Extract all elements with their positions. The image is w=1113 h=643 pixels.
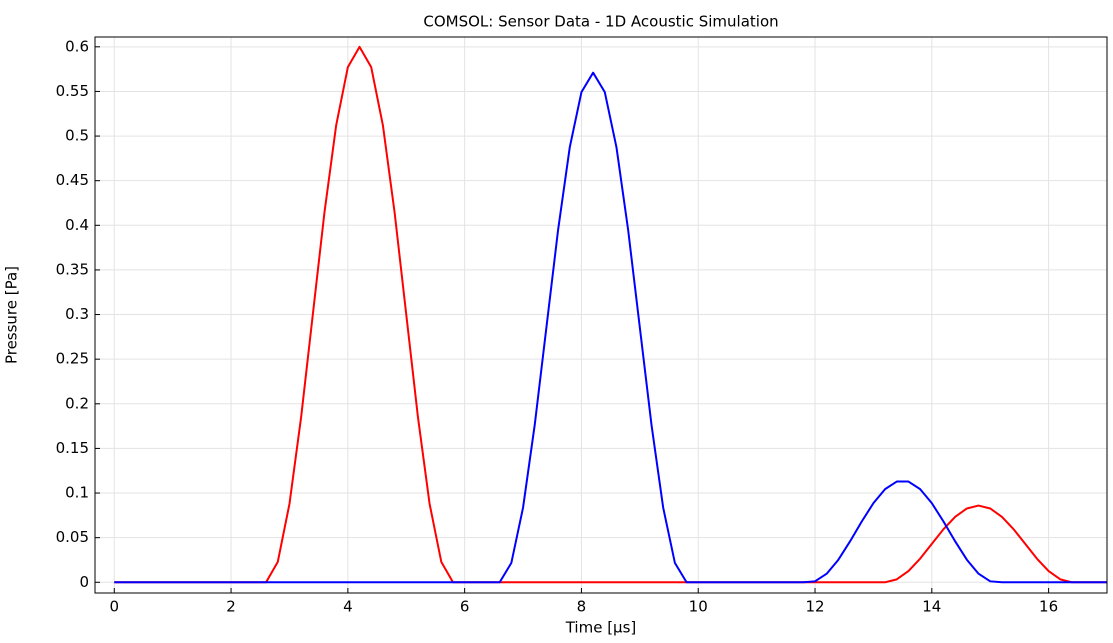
x-axis-label: Time [µs]	[565, 619, 637, 637]
lines	[114, 45, 1107, 584]
x-tick-label: 8	[577, 598, 587, 616]
y-tick-label: 0.45	[56, 171, 89, 189]
x-tick-label: 16	[1039, 598, 1058, 616]
y-tick-label: 0.5	[65, 127, 89, 145]
y-tick-label: 0	[79, 573, 89, 591]
series-line	[114, 71, 1107, 584]
y-axis-label: Pressure [Pa]	[3, 266, 21, 364]
series-line	[114, 45, 1107, 584]
x-tick-label: 2	[226, 598, 236, 616]
chart-title: COMSOL: Sensor Data - 1D Acoustic Simula…	[423, 13, 778, 31]
y-tick-label: 0.25	[56, 350, 89, 368]
x-tick-label: 10	[689, 598, 708, 616]
y-tick-label: 0.4	[65, 216, 89, 234]
x-tick-label: 4	[343, 598, 353, 616]
y-tick-label: 0.15	[56, 439, 89, 457]
x-tick-label: 6	[460, 598, 470, 616]
y-tick-label: 0.35	[56, 260, 89, 278]
x-tick-label: 12	[805, 598, 824, 616]
y-tick-label: 0.6	[65, 37, 89, 55]
grid	[95, 37, 1107, 593]
y-tick-label: 0.55	[56, 82, 89, 100]
y-tick-label: 0.1	[65, 484, 89, 502]
y-tick-label: 0.05	[56, 528, 89, 546]
x-tick-label: 0	[109, 598, 119, 616]
y-tick-label: 0.3	[65, 305, 89, 323]
y-tick-label: 0.2	[65, 394, 89, 412]
x-tick-label: 14	[922, 598, 941, 616]
